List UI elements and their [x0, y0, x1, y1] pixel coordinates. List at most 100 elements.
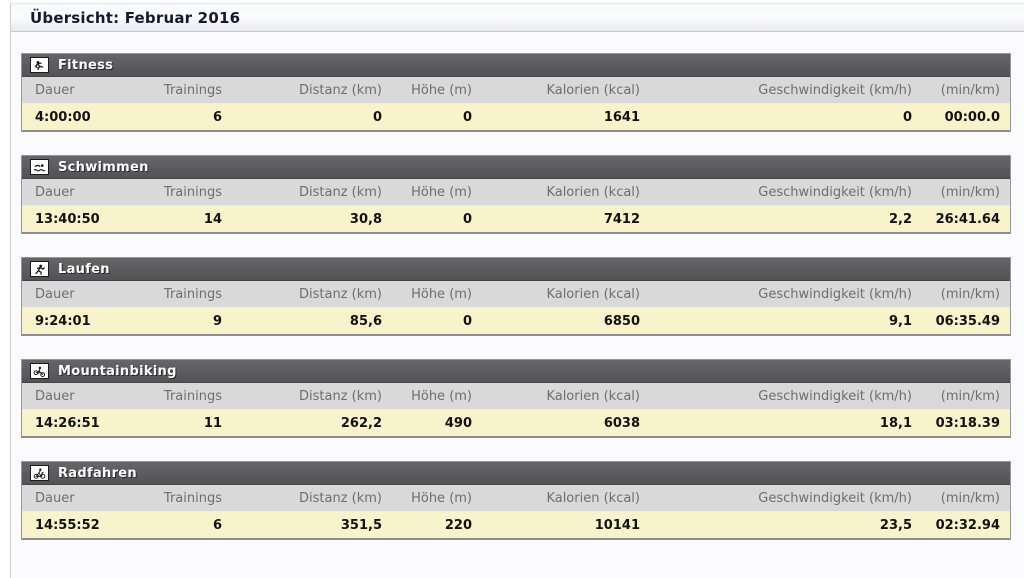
section-title: Schwimmen — [58, 159, 149, 175]
col-hoehe: Höhe (m) — [392, 179, 482, 206]
cell-dauer: 14:55:52 — [22, 511, 137, 538]
col-hoehe: Höhe (m) — [392, 383, 482, 410]
col-minkm: (min/km) — [922, 383, 1010, 410]
section-header: Laufen — [22, 258, 1010, 281]
section-title: Laufen — [58, 261, 110, 277]
section-radfahren: Radfahren Dauer Trainings Distanz (km) H… — [21, 461, 1011, 540]
col-geschwindigkeit: Geschwindigkeit (km/h) — [650, 179, 922, 206]
cell-hoehe: 0 — [392, 205, 482, 232]
cell-dauer: 14:26:51 — [22, 409, 137, 436]
col-trainings: Trainings — [137, 485, 232, 512]
section-laufen: Laufen Dauer Trainings Distanz (km) Höhe… — [21, 257, 1011, 336]
app-window: Übersicht: Februar 2016 Fitness Dauer Tr… — [10, 3, 1024, 578]
col-kalorien: Kalorien (kcal) — [482, 485, 650, 512]
col-geschwindigkeit: Geschwindigkeit (km/h) — [650, 77, 922, 104]
cell-trainings: 6 — [137, 511, 232, 538]
cell-distanz: 85,6 — [232, 307, 392, 334]
column-header-row: Dauer Trainings Distanz (km) Höhe (m) Ka… — [22, 179, 1010, 206]
section-fitness: Fitness Dauer Trainings Distanz (km) Höh… — [21, 53, 1011, 132]
col-geschwindigkeit: Geschwindigkeit (km/h) — [650, 485, 922, 512]
cell-dauer: 13:40:50 — [22, 205, 137, 232]
cell-hoehe: 220 — [392, 511, 482, 538]
col-kalorien: Kalorien (kcal) — [482, 383, 650, 410]
cell-trainings: 14 — [137, 205, 232, 232]
content: Fitness Dauer Trainings Distanz (km) Höh… — [11, 32, 1024, 540]
cell-minkm: 26:41.64 — [922, 205, 1010, 232]
cell-kalorien: 6038 — [482, 409, 650, 436]
col-trainings: Trainings — [137, 281, 232, 308]
section-title: Fitness — [58, 57, 114, 73]
page-header: Übersicht: Februar 2016 — [11, 3, 1024, 32]
column-header-row: Dauer Trainings Distanz (km) Höhe (m) Ka… — [22, 281, 1010, 308]
cell-geschwindigkeit: 23,5 — [650, 511, 922, 538]
col-dauer: Dauer — [22, 485, 137, 512]
stats-table: Dauer Trainings Distanz (km) Höhe (m) Ka… — [22, 281, 1010, 334]
column-header-row: Dauer Trainings Distanz (km) Höhe (m) Ka… — [22, 383, 1010, 410]
section-schwimmen: Schwimmen Dauer Trainings Distanz (km) H… — [21, 155, 1011, 234]
stats-table: Dauer Trainings Distanz (km) Höhe (m) Ka… — [22, 383, 1010, 436]
cell-distanz: 0 — [232, 103, 392, 130]
col-distanz: Distanz (km) — [232, 485, 392, 512]
column-header-row: Dauer Trainings Distanz (km) Höhe (m) Ka… — [22, 485, 1010, 512]
table-row: 14:26:51 11 262,2 490 6038 18,1 03:18.39 — [22, 409, 1010, 436]
cycling-icon — [30, 465, 49, 481]
cell-kalorien: 10141 — [482, 511, 650, 538]
col-kalorien: Kalorien (kcal) — [482, 179, 650, 206]
col-geschwindigkeit: Geschwindigkeit (km/h) — [650, 281, 922, 308]
col-minkm: (min/km) — [922, 485, 1010, 512]
fitness-icon — [30, 57, 49, 73]
col-hoehe: Höhe (m) — [392, 281, 482, 308]
cell-kalorien: 1641 — [482, 103, 650, 130]
cell-geschwindigkeit: 18,1 — [650, 409, 922, 436]
col-minkm: (min/km) — [922, 179, 1010, 206]
col-trainings: Trainings — [137, 383, 232, 410]
section-header: Fitness — [22, 54, 1010, 77]
cell-trainings: 9 — [137, 307, 232, 334]
table-row: 14:55:52 6 351,5 220 10141 23,5 02:32.94 — [22, 511, 1010, 538]
col-minkm: (min/km) — [922, 77, 1010, 104]
running-icon — [30, 261, 49, 277]
col-dauer: Dauer — [22, 77, 137, 104]
col-hoehe: Höhe (m) — [392, 485, 482, 512]
stats-table: Dauer Trainings Distanz (km) Höhe (m) Ka… — [22, 485, 1010, 538]
col-kalorien: Kalorien (kcal) — [482, 281, 650, 308]
section-title: Mountainbiking — [58, 363, 177, 379]
cell-hoehe: 490 — [392, 409, 482, 436]
cell-dauer: 9:24:01 — [22, 307, 137, 334]
col-dauer: Dauer — [22, 281, 137, 308]
col-distanz: Distanz (km) — [232, 179, 392, 206]
table-row: 4:00:00 6 0 0 1641 0 00:00.0 — [22, 103, 1010, 130]
swimming-icon — [30, 159, 49, 175]
column-header-row: Dauer Trainings Distanz (km) Höhe (m) Ka… — [22, 77, 1010, 104]
col-distanz: Distanz (km) — [232, 383, 392, 410]
col-trainings: Trainings — [137, 179, 232, 206]
col-hoehe: Höhe (m) — [392, 77, 482, 104]
section-title: Radfahren — [58, 465, 137, 481]
cell-minkm: 02:32.94 — [922, 511, 1010, 538]
col-trainings: Trainings — [137, 77, 232, 104]
cell-geschwindigkeit: 0 — [650, 103, 922, 130]
stats-table: Dauer Trainings Distanz (km) Höhe (m) Ka… — [22, 77, 1010, 130]
col-minkm: (min/km) — [922, 281, 1010, 308]
cell-hoehe: 0 — [392, 103, 482, 130]
cell-distanz: 30,8 — [232, 205, 392, 232]
table-row: 9:24:01 9 85,6 0 6850 9,1 06:35.49 — [22, 307, 1010, 334]
page-title: Übersicht: Februar 2016 — [30, 8, 241, 27]
section-header: Mountainbiking — [22, 360, 1010, 383]
cell-minkm: 03:18.39 — [922, 409, 1010, 436]
cell-hoehe: 0 — [392, 307, 482, 334]
col-distanz: Distanz (km) — [232, 77, 392, 104]
cell-distanz: 351,5 — [232, 511, 392, 538]
cell-distanz: 262,2 — [232, 409, 392, 436]
col-geschwindigkeit: Geschwindigkeit (km/h) — [650, 383, 922, 410]
col-kalorien: Kalorien (kcal) — [482, 77, 650, 104]
cell-minkm: 06:35.49 — [922, 307, 1010, 334]
cell-kalorien: 7412 — [482, 205, 650, 232]
cell-geschwindigkeit: 2,2 — [650, 205, 922, 232]
cell-kalorien: 6850 — [482, 307, 650, 334]
table-row: 13:40:50 14 30,8 0 7412 2,2 26:41.64 — [22, 205, 1010, 232]
cell-geschwindigkeit: 9,1 — [650, 307, 922, 334]
col-dauer: Dauer — [22, 383, 137, 410]
cell-trainings: 11 — [137, 409, 232, 436]
cell-minkm: 00:00.0 — [922, 103, 1010, 130]
